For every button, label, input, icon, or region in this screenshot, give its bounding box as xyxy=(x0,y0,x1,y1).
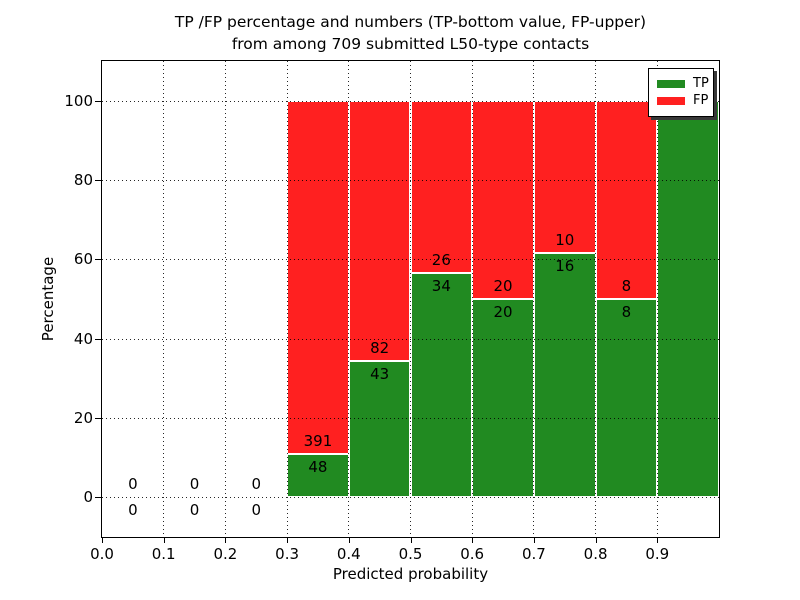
gridline-vertical xyxy=(163,61,165,537)
gridline-horizontal xyxy=(102,497,719,499)
bar-count-label-tp: 48 xyxy=(308,457,328,476)
x-tick-mark xyxy=(102,537,103,543)
y-tick-label: 20 xyxy=(73,409,93,427)
bar-segment-fp xyxy=(287,100,349,454)
bar-count-label-tp: 20 xyxy=(493,303,513,321)
x-tick-label: 0.7 xyxy=(521,545,546,563)
y-tick-label: 0 xyxy=(83,488,93,507)
y-tick-label: 80 xyxy=(73,171,93,189)
bar-segment-fp xyxy=(533,100,596,254)
bar-count-label-fp: 26 xyxy=(431,250,451,269)
gridline-vertical xyxy=(595,61,597,537)
legend-label-tp: TP xyxy=(693,76,709,91)
gridline-vertical xyxy=(656,61,658,537)
bar-count-label-tp: 43 xyxy=(370,364,390,383)
x-tick-mark xyxy=(657,537,659,543)
bar-count-label-fp: 8 xyxy=(621,277,632,295)
gridline-vertical xyxy=(410,61,411,537)
y-tick-mark xyxy=(95,100,101,102)
legend-swatch-fp xyxy=(657,97,685,105)
bar-count-label-tp: 34 xyxy=(431,276,451,295)
x-tick-mark xyxy=(410,537,412,543)
bar-count-label-tp: 0 xyxy=(128,501,138,520)
bar-count-label-fp: 82 xyxy=(370,338,390,357)
gridlines-layer xyxy=(102,61,719,537)
bar-segment-fp xyxy=(410,100,473,273)
gridline-horizontal xyxy=(102,418,719,419)
y-tick-mark xyxy=(95,180,101,181)
bar-count-label-fp: 0 xyxy=(128,475,138,494)
bar-segment-tp xyxy=(287,453,349,498)
y-tick-mark xyxy=(95,418,101,419)
x-tick-label: 0.9 xyxy=(645,545,670,563)
bar-segment-fp xyxy=(595,100,658,299)
y-tick-mark xyxy=(95,259,101,261)
x-tick-mark xyxy=(533,537,535,543)
legend: TP FP xyxy=(648,68,714,117)
gridline-horizontal xyxy=(102,100,719,102)
bar-count-label-fp: 0 xyxy=(189,475,200,494)
x-tick-label: 0.0 xyxy=(90,545,114,563)
y-tick-mark xyxy=(95,497,101,499)
gridline-vertical xyxy=(224,61,226,537)
x-tick-mark xyxy=(225,537,227,543)
x-tick-label: 0.3 xyxy=(275,545,300,563)
bar-count-label-tp: 0 xyxy=(189,501,200,520)
gridline-horizontal xyxy=(102,180,719,181)
x-tick-label: 0.4 xyxy=(336,545,361,563)
legend-item-fp: FP xyxy=(657,93,709,109)
y-tick-mark xyxy=(95,338,101,340)
bar-segment-tp xyxy=(595,299,658,498)
x-tick-label: 0.2 xyxy=(213,545,238,563)
legend-label-fp: FP xyxy=(693,93,709,108)
bar-count-label-fp: 391 xyxy=(303,431,333,450)
bar-count-label-tp: 16 xyxy=(555,257,575,276)
gridline-horizontal xyxy=(102,338,719,340)
chart-title-line2: from among 709 submitted L50-type contac… xyxy=(231,35,590,53)
x-tick-mark xyxy=(348,537,350,543)
y-tick-label: 100 xyxy=(64,91,93,110)
x-tick-mark xyxy=(287,537,289,543)
gridline-vertical xyxy=(348,61,350,537)
y-tick-label: 60 xyxy=(73,250,93,269)
gridline-vertical xyxy=(533,61,535,537)
x-tick-label: 0.8 xyxy=(583,545,608,563)
bar-count-label-fp: 20 xyxy=(493,277,513,295)
bar-count-label-tp: 8 xyxy=(621,303,632,321)
legend-swatch-tp xyxy=(657,80,685,88)
x-tick-mark xyxy=(472,537,474,543)
y-axis-label: Percentage xyxy=(39,256,58,342)
x-tick-mark xyxy=(595,537,597,543)
bar-count-label-fp: 0 xyxy=(251,475,262,494)
bar-segment-fp xyxy=(348,100,411,361)
x-axis-label: Predicted probability xyxy=(332,565,489,583)
x-tick-label: 0.5 xyxy=(398,545,423,563)
gridline-horizontal xyxy=(102,259,719,261)
x-tick-mark xyxy=(163,537,165,543)
gridline-vertical xyxy=(471,61,473,537)
plot-area: 0000003914882432634202010168803 xyxy=(101,60,720,538)
chart-title-line1: TP /FP percentage and numbers (TP-bottom… xyxy=(174,13,647,31)
x-tick-label: 0.1 xyxy=(151,545,176,563)
bar-count-label-fp: 10 xyxy=(555,231,575,250)
legend-item-tp: TP xyxy=(657,76,709,92)
y-tick-label: 40 xyxy=(73,329,93,348)
chart-title: TP /FP percentage and numbers (TP-bottom… xyxy=(101,11,720,55)
bars-layer xyxy=(102,61,719,537)
x-tick-label: 0.6 xyxy=(460,545,485,563)
gridline-vertical xyxy=(286,61,288,537)
bar-count-labels-layer: 0000003914882432634202010168803 xyxy=(102,61,719,537)
bar-count-label-tp: 0 xyxy=(251,501,262,520)
